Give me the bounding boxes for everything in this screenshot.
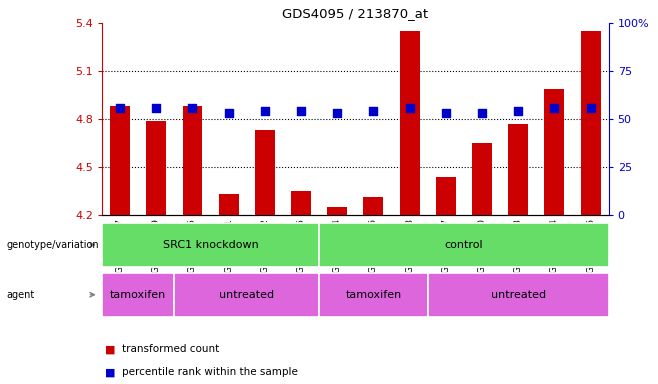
Bar bbox=[580, 31, 601, 215]
Point bbox=[586, 105, 596, 111]
Point bbox=[114, 105, 125, 111]
Text: untreated: untreated bbox=[491, 290, 545, 300]
Bar bbox=[291, 191, 311, 215]
Text: percentile rank within the sample: percentile rank within the sample bbox=[122, 367, 297, 377]
Text: untreated: untreated bbox=[219, 290, 274, 300]
Text: transformed count: transformed count bbox=[122, 344, 219, 354]
Text: SRC1 knockdown: SRC1 knockdown bbox=[163, 240, 259, 250]
Text: genotype/variation: genotype/variation bbox=[7, 240, 99, 250]
Bar bbox=[436, 177, 456, 215]
Point bbox=[295, 108, 306, 114]
Bar bbox=[399, 31, 420, 215]
Bar bbox=[255, 130, 275, 215]
Bar bbox=[327, 207, 347, 215]
Bar bbox=[146, 121, 166, 215]
Point bbox=[476, 109, 487, 116]
Point bbox=[187, 105, 197, 111]
Point bbox=[404, 105, 415, 111]
Bar bbox=[218, 194, 239, 215]
Point bbox=[151, 105, 161, 111]
Bar bbox=[472, 143, 492, 215]
Point bbox=[332, 109, 342, 116]
Title: GDS4095 / 213870_at: GDS4095 / 213870_at bbox=[282, 7, 428, 20]
Text: tamoxifen: tamoxifen bbox=[110, 290, 166, 300]
Bar bbox=[363, 197, 384, 215]
Bar bbox=[182, 106, 203, 215]
Point bbox=[368, 108, 378, 114]
Bar bbox=[508, 124, 528, 215]
Text: control: control bbox=[445, 240, 483, 250]
Text: ■: ■ bbox=[105, 344, 116, 354]
Bar bbox=[544, 89, 565, 215]
Point bbox=[440, 109, 451, 116]
Bar bbox=[110, 106, 130, 215]
Text: agent: agent bbox=[7, 290, 35, 300]
Point bbox=[513, 108, 524, 114]
Text: ■: ■ bbox=[105, 367, 116, 377]
Point bbox=[223, 109, 234, 116]
Text: tamoxifen: tamoxifen bbox=[345, 290, 401, 300]
Point bbox=[259, 108, 270, 114]
Point bbox=[549, 105, 559, 111]
